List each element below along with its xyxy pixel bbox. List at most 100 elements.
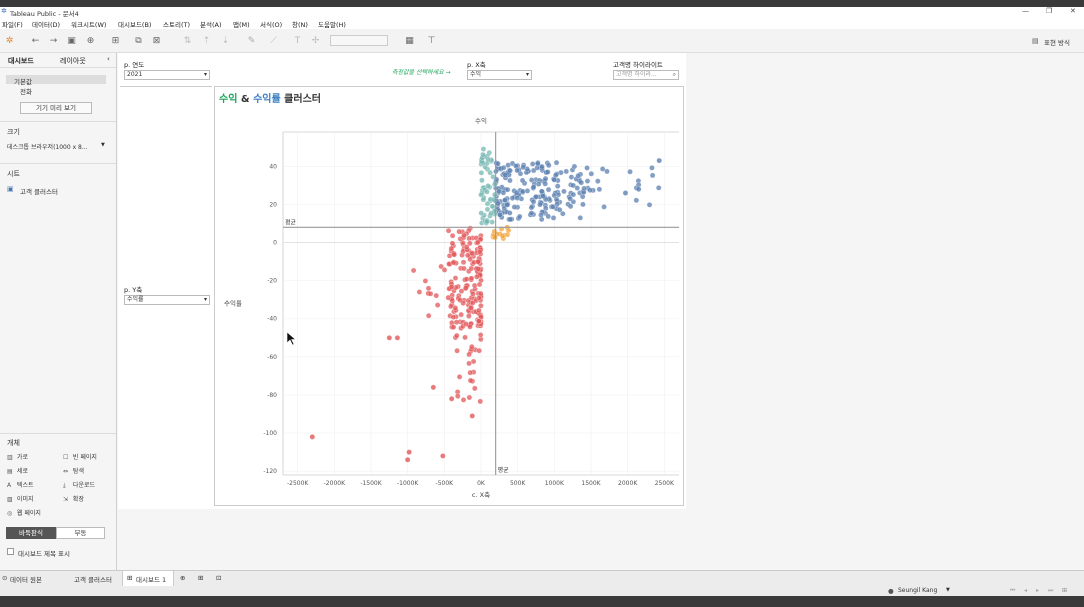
data-point[interactable] <box>507 210 513 216</box>
data-point[interactable] <box>449 232 456 239</box>
data-point[interactable] <box>454 348 460 354</box>
data-point[interactable] <box>457 297 463 303</box>
data-point[interactable] <box>504 186 511 193</box>
data-point[interactable] <box>475 239 481 246</box>
data-point[interactable] <box>491 191 498 198</box>
data-point[interactable] <box>480 196 487 203</box>
data-point[interactable] <box>514 195 521 201</box>
menu-worksheet[interactable]: 워크시트(W) <box>71 21 107 29</box>
data-point[interactable] <box>504 201 510 208</box>
data-point[interactable] <box>477 332 484 338</box>
data-point[interactable] <box>535 181 542 187</box>
data-point[interactable] <box>478 210 484 216</box>
data-point[interactable] <box>460 397 467 403</box>
tab-dashboard[interactable]: 대시보드 <box>8 57 34 65</box>
data-point[interactable] <box>516 213 523 220</box>
data-point[interactable] <box>656 157 662 164</box>
menu-data[interactable]: 데이터(D) <box>32 21 61 29</box>
tiled-toggle[interactable]: 바둑판식 <box>6 527 56 539</box>
data-point[interactable] <box>533 193 539 200</box>
data-point[interactable] <box>309 434 316 440</box>
data-point[interactable] <box>468 265 474 272</box>
data-point[interactable] <box>519 188 526 195</box>
data-point[interactable] <box>450 314 457 320</box>
object-blank[interactable]: ☐ 빈 페이지 <box>63 454 97 461</box>
new-sheet-icon[interactable]: ⊞ <box>111 36 120 46</box>
data-point[interactable] <box>448 245 455 252</box>
data-point[interactable] <box>449 240 456 247</box>
data-point[interactable] <box>425 285 432 292</box>
data-point[interactable] <box>554 183 561 189</box>
data-point[interactable] <box>430 384 437 391</box>
nav-first-icon[interactable]: ⏮ <box>1010 587 1016 594</box>
data-point[interactable] <box>466 313 472 319</box>
collapse-panel-icon[interactable]: ‹ <box>107 55 110 63</box>
menu-map[interactable]: 맵(M) <box>233 21 250 29</box>
data-point[interactable] <box>425 312 432 319</box>
data-point[interactable] <box>553 159 560 166</box>
data-point[interactable] <box>433 292 439 299</box>
data-point[interactable] <box>534 160 541 167</box>
data-point[interactable] <box>484 189 490 195</box>
scatter-plot[interactable]: 수익 -2500K -2000K -1500K -1000K -500K 0K 500K 100… <box>215 87 683 505</box>
data-point[interactable] <box>445 227 452 234</box>
tab-layout[interactable]: 레이아웃 <box>60 57 86 65</box>
data-point[interactable] <box>530 199 537 205</box>
redo-icon[interactable]: → <box>49 36 58 46</box>
menu-dashboard[interactable]: 대시보드(B) <box>118 21 152 29</box>
data-point[interactable] <box>451 251 458 258</box>
presentation-mode-label[interactable]: 표현 방식 <box>1044 39 1070 47</box>
data-point[interactable] <box>550 215 557 221</box>
data-point[interactable] <box>450 259 457 266</box>
data-point[interactable] <box>580 201 586 208</box>
data-point[interactable] <box>520 164 526 171</box>
object-vertical[interactable]: ▤ 세로 <box>7 468 28 475</box>
tab-datasource[interactable]: 데이터 원본 <box>10 576 42 584</box>
object-horizontal[interactable]: ▥ 가로 <box>7 454 28 461</box>
data-point[interactable] <box>502 197 508 203</box>
data-point[interactable] <box>479 177 485 184</box>
floating-toggle[interactable]: 부동 <box>56 527 105 539</box>
data-point[interactable] <box>540 193 546 199</box>
duplicate-icon[interactable]: ⧉ <box>135 36 142 46</box>
data-point[interactable] <box>427 291 434 297</box>
data-point[interactable] <box>434 302 441 308</box>
data-point[interactable] <box>530 184 537 190</box>
data-point[interactable] <box>507 177 513 184</box>
y-axis-param-dropdown[interactable]: 수익률 ▾ <box>124 295 210 305</box>
data-point[interactable] <box>470 291 476 297</box>
data-point[interactable] <box>514 167 520 174</box>
data-point[interactable] <box>571 163 578 170</box>
show-cards-icon[interactable]: ▦ <box>405 36 414 46</box>
data-point[interactable] <box>584 178 591 184</box>
data-point[interactable] <box>519 177 526 184</box>
data-point[interactable] <box>458 288 465 294</box>
data-point[interactable] <box>489 219 495 225</box>
data-point[interactable] <box>386 335 393 341</box>
presentation-mode-icon[interactable]: ▤ <box>1032 37 1039 45</box>
data-point[interactable] <box>484 200 491 207</box>
data-point[interactable] <box>474 274 480 280</box>
data-point[interactable] <box>463 321 469 327</box>
data-point[interactable] <box>410 267 417 274</box>
data-point[interactable] <box>455 393 461 399</box>
data-point[interactable] <box>483 218 490 225</box>
highlight-icon[interactable]: ✎ <box>247 36 256 46</box>
object-extension[interactable]: ⇲ 확장 <box>63 496 84 503</box>
chevron-down-icon[interactable]: ▼ <box>946 587 950 593</box>
data-point[interactable] <box>462 334 468 341</box>
menu-file[interactable]: 파일(F) <box>2 21 23 29</box>
device-phone-item[interactable]: 전화 <box>20 88 32 96</box>
data-point[interactable] <box>550 204 556 210</box>
data-point[interactable] <box>491 181 498 188</box>
data-point[interactable] <box>452 305 458 311</box>
data-point[interactable] <box>553 196 560 203</box>
data-point[interactable] <box>404 457 411 463</box>
object-image[interactable]: ▨ 이미지 <box>7 496 34 503</box>
object-download[interactable]: ⤓ 다운로드 <box>63 482 96 489</box>
data-point[interactable] <box>467 256 473 263</box>
data-point[interactable] <box>500 164 507 171</box>
data-point[interactable] <box>477 248 483 255</box>
device-default-item[interactable]: 기본값 <box>6 75 106 86</box>
menu-window[interactable]: 창(N) <box>292 21 308 29</box>
